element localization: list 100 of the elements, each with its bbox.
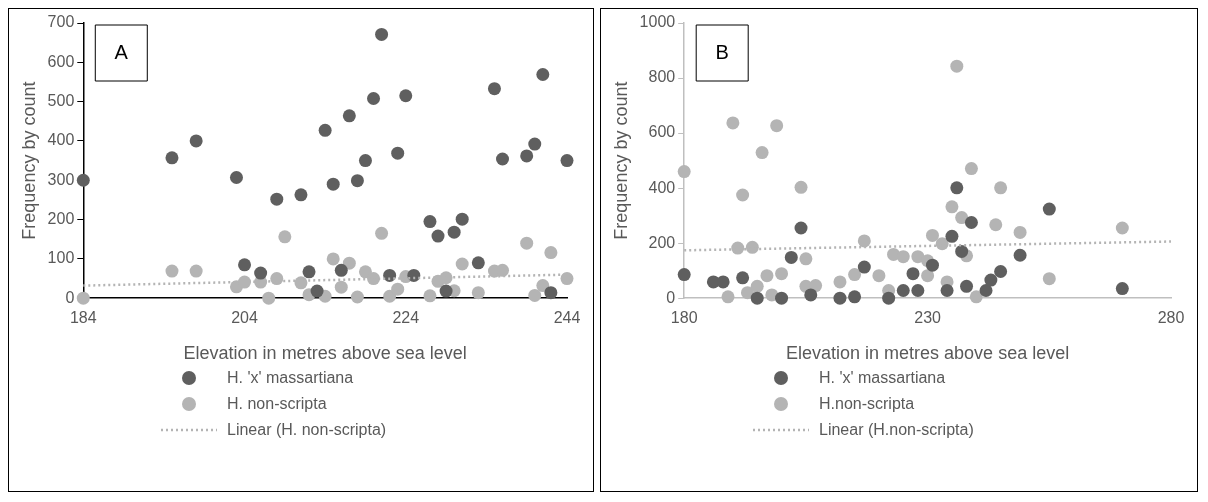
y-tick-label: 200	[47, 209, 75, 227]
point	[857, 234, 871, 248]
point	[955, 244, 969, 258]
point	[750, 291, 764, 305]
point	[334, 263, 348, 277]
point	[921, 269, 935, 283]
point	[471, 256, 485, 270]
legend-label: Linear (H.non-scripta)	[819, 421, 974, 439]
point	[677, 165, 691, 179]
point	[994, 181, 1008, 195]
point	[318, 123, 332, 137]
point	[994, 265, 1008, 279]
point	[238, 258, 252, 272]
point	[326, 177, 340, 191]
point	[391, 282, 405, 296]
point	[775, 291, 789, 305]
annotation: B	[715, 40, 729, 63]
x-tick-label: 244	[553, 309, 581, 327]
legend-label: H. 'x' massartiana	[227, 369, 354, 387]
point	[399, 89, 413, 103]
point	[278, 230, 292, 244]
point	[471, 286, 485, 300]
point	[528, 137, 542, 151]
point	[407, 268, 421, 282]
point	[955, 211, 969, 225]
point	[960, 279, 974, 293]
point	[342, 256, 356, 270]
y-tick-label: 300	[47, 170, 75, 188]
x-tick-label: 280	[1157, 309, 1185, 327]
point	[848, 290, 862, 304]
point	[896, 250, 910, 264]
point	[911, 250, 925, 264]
legend-label: Linear (H. non-scripta)	[227, 421, 387, 439]
point	[721, 290, 735, 304]
point	[375, 27, 389, 41]
point	[528, 288, 542, 302]
point	[716, 275, 730, 289]
point	[487, 82, 501, 96]
point	[302, 265, 316, 279]
point	[848, 268, 862, 282]
y-axis-title: Frequency by count	[18, 81, 39, 240]
point	[342, 109, 356, 123]
legend-label: H.non-scripta	[819, 395, 915, 413]
point	[925, 258, 939, 272]
point	[1115, 221, 1129, 235]
point	[350, 290, 364, 304]
point	[736, 188, 750, 202]
point	[804, 288, 818, 302]
point	[455, 257, 469, 271]
point	[560, 272, 574, 286]
point	[940, 283, 954, 297]
y-tick-label: 1000	[639, 13, 676, 31]
point	[310, 284, 324, 298]
point	[770, 119, 784, 133]
y-tick-label: 600	[648, 123, 676, 141]
point	[294, 188, 308, 202]
point	[254, 266, 268, 280]
point	[447, 225, 461, 239]
point	[334, 280, 348, 294]
x-axis-title: Elevation in metres above sea level	[786, 343, 1070, 364]
point	[677, 268, 691, 282]
point	[882, 291, 896, 305]
point	[496, 263, 510, 277]
point	[950, 59, 964, 73]
point	[745, 240, 759, 254]
point	[375, 226, 389, 240]
point	[544, 246, 558, 260]
y-tick-label: 700	[47, 13, 75, 31]
point	[544, 286, 558, 300]
point	[270, 192, 284, 206]
point	[536, 279, 550, 293]
point	[189, 134, 203, 148]
point	[964, 216, 978, 230]
y-tick-label: 600	[47, 52, 75, 70]
point	[969, 290, 983, 304]
x-tick-label: 204	[231, 309, 258, 327]
x-tick-label: 224	[392, 309, 420, 327]
point	[367, 91, 381, 105]
y-tick-label: 400	[648, 178, 676, 196]
x-tick-label: 184	[69, 309, 97, 327]
point	[906, 267, 920, 281]
y-tick-label: 100	[47, 249, 75, 267]
point	[383, 289, 397, 303]
x-tick-label: 230	[914, 309, 942, 327]
point	[1115, 282, 1129, 296]
y-tick-label: 500	[47, 92, 75, 110]
point	[496, 152, 510, 166]
y-tick-label: 0	[666, 288, 676, 306]
point	[76, 291, 90, 305]
annotation: A	[114, 40, 129, 63]
point	[833, 291, 847, 305]
point	[270, 272, 284, 286]
point	[560, 154, 574, 168]
point	[750, 279, 764, 293]
point	[945, 200, 959, 214]
point	[1013, 225, 1027, 239]
point	[350, 174, 364, 188]
point	[455, 212, 469, 226]
point	[979, 283, 993, 297]
point	[775, 267, 789, 281]
